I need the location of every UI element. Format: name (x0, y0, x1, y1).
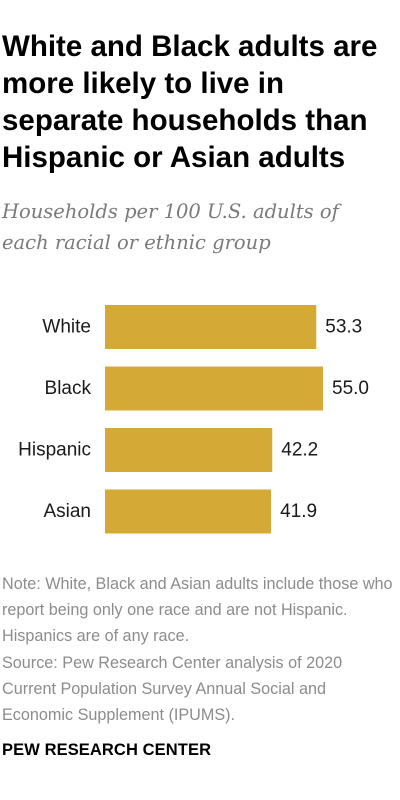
bar-black (105, 366, 323, 411)
value-label-asian: 41.9 (280, 501, 317, 522)
bar-asian (105, 489, 272, 534)
category-label-hispanic: Hispanic (18, 440, 91, 461)
bar-white (105, 305, 317, 349)
category-label-white: White (42, 317, 91, 338)
chart-subtitle: Households per 100 U.S. adults of each r… (2, 200, 339, 254)
source-text: Source: Pew Research Center analysis of … (2, 653, 343, 725)
publisher-credit: PEW RESEARCH CENTER (2, 741, 212, 759)
chart-title: White and Black adults are more likely t… (2, 30, 378, 174)
value-label-black: 55.0 (332, 378, 369, 399)
value-label-white: 53.3 (325, 317, 362, 338)
bar-chart: White 53.3 Black 55.0 Hispanic 42.2 Asian 41.9 (0, 292, 400, 542)
bar-hispanic (105, 428, 273, 472)
bar-chart-svg: White 53.3 Black 55.0 Hispanic 42.2 Asian 41.9 (18, 305, 369, 534)
value-label-hispanic: 42.2 (281, 440, 318, 461)
category-label-asian: Asian (43, 501, 91, 522)
category-label-black: Black (45, 378, 92, 399)
chart-notes: Note: White, Black and Asian adults incl… (2, 571, 398, 728)
note-text: Note: White, Black and Asian adults incl… (2, 575, 393, 646)
